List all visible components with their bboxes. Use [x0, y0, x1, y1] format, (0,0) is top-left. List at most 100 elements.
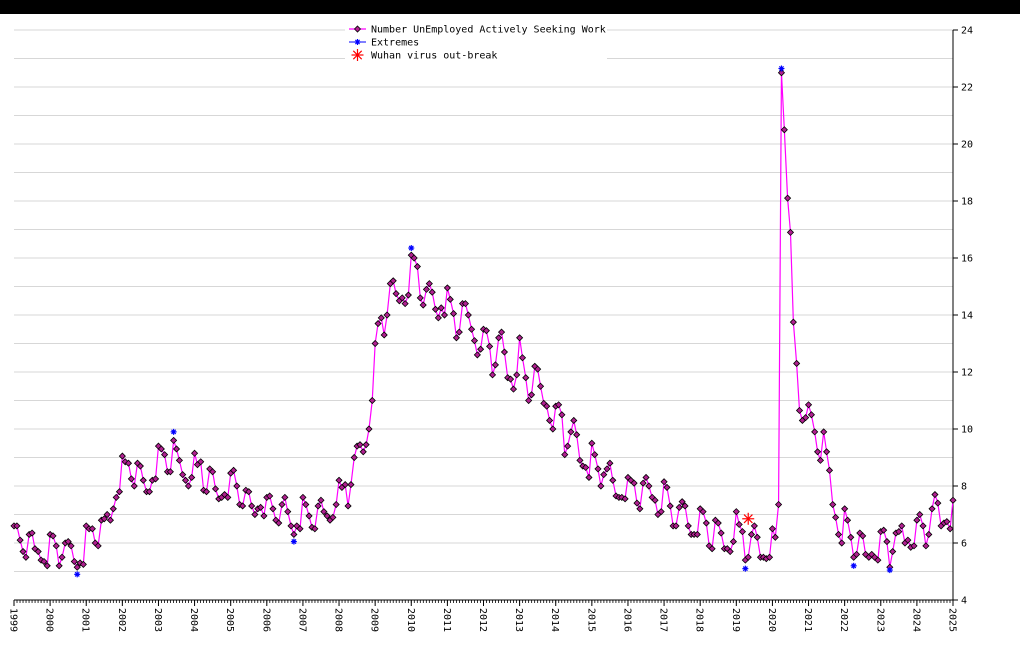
data-point: [152, 475, 160, 483]
data-point: [780, 126, 788, 134]
data-point: [374, 319, 382, 328]
data-point: [591, 451, 599, 459]
data-point: [606, 459, 614, 467]
data-point: [49, 532, 57, 540]
data-point: [40, 557, 48, 566]
data-point: [179, 471, 187, 479]
marker-stroke: [851, 563, 857, 569]
data-point: [422, 285, 431, 293]
data-point: [784, 194, 792, 202]
data-point: [588, 439, 596, 447]
data-point: [630, 479, 638, 487]
x-tick-label: 2005: [224, 608, 235, 632]
data-point: [527, 391, 536, 399]
data-point: [814, 448, 822, 456]
data-point: [874, 556, 882, 564]
data-point: [67, 542, 75, 550]
data-point: [702, 519, 710, 527]
data-point: [64, 538, 72, 546]
data-point: [184, 482, 193, 490]
data-point: [928, 505, 936, 513]
data-point: [139, 476, 147, 484]
data-point: [558, 411, 566, 419]
legend-box: [345, 22, 607, 64]
data-point: [100, 515, 108, 523]
data-point: [750, 522, 758, 530]
data-point: [922, 542, 930, 550]
data-point: [127, 475, 135, 483]
y-tick-label: 4: [961, 596, 967, 607]
data-point: [642, 473, 650, 482]
data-point: [260, 512, 268, 520]
data-point: [413, 262, 421, 271]
y-tick-label: 6: [961, 539, 967, 550]
data-point: [239, 502, 247, 510]
data-point: [747, 530, 756, 539]
data-point: [398, 294, 406, 302]
data-point: [744, 553, 752, 561]
data-point: [789, 318, 797, 326]
marker-stroke: [887, 567, 893, 573]
y-tick-label: 14: [961, 311, 973, 322]
legend: Number UnEmployed Actively Seeking Work E…: [345, 22, 607, 64]
data-point: [573, 431, 581, 439]
data-point: [853, 550, 861, 558]
data-point: [269, 505, 277, 513]
data-point: [115, 488, 124, 496]
marker-stroke: [408, 245, 414, 251]
data-point: [191, 449, 199, 457]
data-point: [675, 503, 683, 511]
data-point: [437, 304, 445, 312]
data-point: [684, 522, 692, 530]
data-point: [636, 505, 644, 513]
data-point: [209, 468, 217, 476]
data-point: [582, 463, 590, 472]
y-tick-label: 22: [961, 83, 973, 94]
data-point: [103, 510, 111, 519]
data-point: [136, 462, 144, 470]
data-point: [311, 525, 319, 533]
data-point: [943, 518, 951, 526]
y-tick-label: 16: [961, 254, 973, 265]
data-point: [166, 468, 174, 476]
data-point: [497, 328, 506, 336]
marker-stroke: [742, 566, 748, 572]
x-tick-label: 2013: [513, 608, 524, 632]
chart-background: [0, 14, 1020, 659]
data-point: [52, 542, 60, 550]
extreme-point: [290, 538, 297, 545]
x-tick-label: 2016: [621, 608, 632, 632]
data-point: [302, 500, 310, 509]
data-point: [404, 291, 412, 299]
data-point: [765, 553, 774, 561]
extreme-point: [778, 65, 785, 72]
data-point: [699, 508, 707, 516]
extreme-point: [886, 567, 893, 574]
data-point: [109, 505, 117, 513]
data-point: [639, 479, 647, 487]
data-point: [443, 284, 451, 292]
data-point: [883, 538, 891, 546]
data-point: [816, 456, 825, 464]
data-point: [693, 530, 701, 539]
data-point: [401, 300, 409, 308]
data-point: [832, 513, 840, 521]
data-point: [473, 351, 481, 359]
data-point: [609, 476, 617, 484]
data-point: [843, 516, 852, 524]
data-point: [275, 519, 283, 527]
x-tick-label: 2011: [441, 608, 452, 632]
data-point: [738, 528, 747, 536]
marker-stroke: [291, 539, 297, 545]
data-point: [534, 365, 542, 373]
marker-stroke: [354, 39, 361, 45]
data-point: [807, 411, 815, 419]
data-point: [341, 481, 349, 489]
data-point: [880, 526, 888, 534]
data-point: [73, 563, 81, 571]
data-point: [491, 361, 499, 369]
data-point: [305, 512, 313, 520]
data-point: [518, 354, 527, 362]
data-point: [329, 513, 337, 521]
x-tick-label: 2010: [405, 608, 416, 632]
